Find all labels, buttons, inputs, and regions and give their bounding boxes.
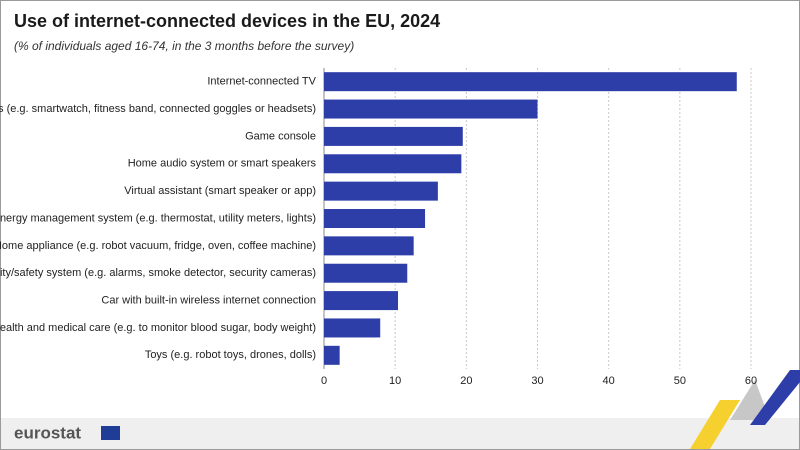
x-tick-label: 20 [460, 375, 472, 387]
footer [1, 418, 799, 449]
x-tick-label: 0 [321, 375, 327, 387]
decor [730, 380, 770, 420]
bar [324, 236, 414, 256]
y-tick-label: Game console [245, 130, 316, 142]
chart-subtitle: (% of individuals aged 16-74, in the 3 m… [14, 39, 354, 53]
bar [324, 181, 438, 201]
bar [324, 209, 426, 228]
bar [324, 99, 538, 119]
logo-text: eurostat [14, 423, 81, 442]
y-tick-label: Toys (e.g. robot toys, drones, dolls) [145, 349, 316, 361]
x-tick-label: 30 [531, 375, 543, 387]
y-tick-label: Home audio system or smart speakers [128, 158, 317, 170]
y-tick-label: Virtual assistant (smart speaker or app) [124, 185, 316, 197]
eu-flag [101, 426, 120, 440]
y-tick-label: Home energy management system (e.g. ther… [0, 212, 316, 224]
y-tick-label: Car with built-in wireless internet conn… [101, 294, 316, 306]
x-tick-label: 10 [389, 375, 401, 387]
x-tick-label: 60 [745, 375, 757, 387]
x-tick-label: 40 [603, 375, 615, 387]
decor [750, 370, 800, 425]
bar [324, 263, 408, 283]
y-tick-label: Device for health and medical care (e.g.… [0, 322, 316, 334]
chart-title: Use of internet-connected devices in the… [14, 11, 440, 31]
y-tick-label: Home security/safety system (e.g. alarms… [0, 267, 316, 279]
bar [324, 345, 340, 365]
x-tick-label: 50 [674, 375, 686, 387]
bar [324, 72, 737, 92]
bar [324, 154, 462, 174]
bar [324, 291, 399, 311]
bar [324, 318, 381, 338]
bar [324, 126, 463, 146]
y-tick-label: Home appliance (e.g. robot vacuum, fridg… [0, 240, 316, 252]
y-tick-label: Internet-connected TV [207, 76, 316, 88]
decor [690, 400, 740, 449]
y-tick-label: Wearables (e.g. smartwatch, fitness band… [0, 103, 316, 115]
